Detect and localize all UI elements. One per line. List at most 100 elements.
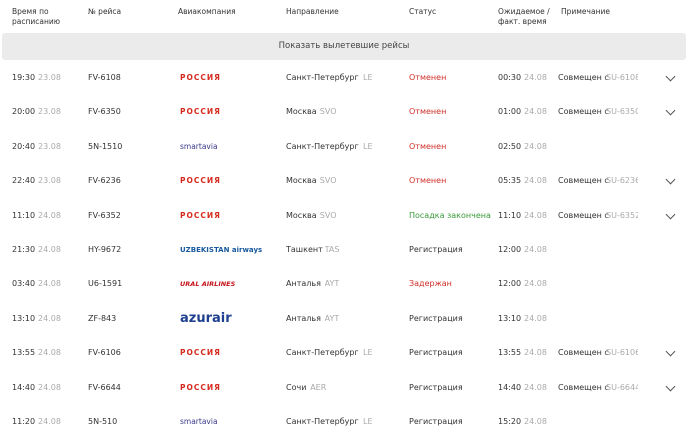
status: Регистрация: [409, 417, 463, 426]
flight-row[interactable]: 11:10 24.08 FV-6352 РОССИЯ Москва SVO Посадка …: [0, 199, 688, 233]
scheduled-date: 23.08: [38, 107, 61, 117]
flight-number: FV-6352: [88, 210, 121, 220]
expected-date: 24.08: [524, 279, 547, 289]
status: Задержан: [409, 279, 452, 289]
airline-logo: URAL AIRLINES: [180, 280, 236, 289]
status: Отменен: [409, 107, 447, 117]
flight-row[interactable]: 19:30 23.08 FV-6108 РОССИЯ Санкт-Петербург LE…: [0, 61, 688, 95]
flight-number: FV-6350: [88, 107, 121, 117]
note-flight: SU-6644: [606, 382, 638, 392]
status: Регистрация: [409, 313, 463, 323]
airport-code: AYT: [324, 313, 340, 323]
expected-time: 12:00: [498, 245, 522, 254]
airport-code: LED: [363, 417, 373, 426]
flight-row[interactable]: 13:10 24.08 ZF-843 azurair Анталья AYT Регистр…: [0, 302, 688, 336]
scheduled-time: 03:40: [12, 279, 36, 289]
destination-city: Санкт-Петербург: [286, 348, 359, 358]
scheduled-time: 21:30: [12, 245, 36, 254]
airline-logo: РОССИЯ: [180, 73, 221, 82]
scheduled-date: 24.08: [38, 417, 61, 426]
airport-code: LED: [363, 73, 373, 82]
airline-logo: azurair: [180, 310, 232, 326]
expand-chevron[interactable]: [665, 209, 676, 220]
airline-logo: UZBEKISTAN airways: [180, 246, 263, 254]
destination-city: Москва: [286, 176, 317, 186]
flight-number: ZF-843: [88, 313, 117, 323]
expand-chevron[interactable]: [665, 381, 676, 392]
expected-date: 24.08: [524, 107, 547, 117]
airport-code: LED: [363, 141, 373, 151]
expected-date: 24.08: [524, 73, 547, 82]
expand-chevron[interactable]: [665, 174, 676, 185]
airline-logo: РОССИЯ: [180, 382, 221, 392]
scheduled-time: 14:40: [12, 382, 36, 392]
airline-logo: smartavia: [180, 141, 218, 151]
airport-code: SVO: [319, 107, 337, 117]
flight-row[interactable]: 03:40 24.08 U6-1591 URAL AIRLINES Анталья AYT…: [0, 267, 688, 301]
scheduled-time: 22:40: [12, 176, 36, 186]
note-flight: SU-6106: [606, 348, 638, 358]
flight-number: FV-6644: [88, 382, 121, 392]
scheduled-date: 23.08: [38, 176, 61, 186]
expected-date: 24.08: [524, 313, 547, 323]
destination-city: Санкт-Петербург: [286, 417, 359, 426]
status: Регистрация: [409, 245, 463, 254]
flight-number: 5N-1510: [88, 141, 123, 151]
flight-row[interactable]: 13:55 24.08 FV-6106 РОССИЯ Санкт-Петербург LE…: [0, 336, 688, 370]
show-departed-button[interactable]: Показать вылетевшие рейсы: [2, 33, 686, 60]
destination-city: Санкт-Петербург: [286, 141, 359, 151]
scheduled-date: 24.08: [38, 382, 61, 392]
flight-number: FV-6108: [88, 73, 121, 82]
status: Регистрация: [409, 348, 463, 358]
scheduled-time: 11:20: [12, 417, 36, 426]
scheduled-date: 24.08: [38, 348, 61, 358]
header-expected: Ожидаемое / факт. время: [498, 7, 550, 26]
note: Совмещен с: [558, 348, 609, 358]
flight-row[interactable]: 20:40 23.08 5N-1510 smartavia Санкт-Петербур…: [0, 130, 688, 164]
note-flight: SU-6352: [606, 210, 638, 220]
scheduled-date: 24.08: [38, 279, 61, 289]
header-direction: Направление: [286, 7, 339, 16]
flight-row[interactable]: 22:40 23.08 FV-6236 РОССИЯ Москва SVO Отменен 0…: [0, 164, 688, 198]
airline-logo: smartavia: [180, 417, 218, 426]
scheduled-date: 23.08: [38, 141, 61, 151]
expected-time: 02:50: [498, 141, 522, 151]
airline-logo: РОССИЯ: [180, 348, 221, 358]
expected-time: 14:40: [498, 382, 522, 392]
airport-code: SVO: [319, 210, 337, 220]
destination-city: Анталья: [286, 279, 321, 289]
expand-chevron[interactable]: [665, 346, 676, 357]
note: Совмещен с: [558, 73, 609, 82]
expand-chevron[interactable]: [665, 71, 676, 82]
expected-date: 24.08: [524, 348, 547, 358]
flight-row[interactable]: 14:40 24.08 FV-6644 РОССИЯ Сочи AER Регистраци…: [0, 371, 688, 405]
expected-date: 24.08: [524, 245, 547, 254]
flight-row[interactable]: 20:00 23.08 FV-6350 РОССИЯ Москва SVO Отменен 0…: [0, 95, 688, 129]
destination-city: Москва: [286, 107, 317, 117]
airline-logo: РОССИЯ: [180, 176, 221, 186]
expected-time: 11:10: [498, 210, 522, 220]
flight-number: FV-6236: [88, 176, 121, 186]
destination-city: Анталья: [286, 313, 321, 323]
airline-logo: РОССИЯ: [180, 107, 221, 117]
status: Отменен: [409, 73, 447, 82]
note-flight: SU-6236: [606, 176, 638, 186]
note: Совмещен с: [558, 210, 609, 220]
destination-city: Санкт-Петербург: [286, 73, 359, 82]
expected-time: 01:00: [498, 107, 522, 117]
expected-time: 00:30: [498, 73, 522, 82]
scheduled-date: 23.08: [38, 73, 61, 82]
expected-time: 15:20: [498, 417, 522, 426]
flight-row[interactable]: 11:20 24.08 5N-510 smartavia Санкт-Петербург…: [0, 405, 688, 439]
flight-row[interactable]: 21:30 24.08 HY-9672 UZBEKISTAN airways Ташке…: [0, 233, 688, 267]
flight-number: 5N-510: [88, 417, 118, 426]
expand-chevron[interactable]: [665, 105, 676, 116]
expected-time: 13:55: [498, 348, 522, 358]
scheduled-time: 13:10: [12, 313, 36, 323]
airport-code: AYT: [324, 279, 340, 289]
scheduled-time: 19:30: [12, 73, 36, 82]
airport-code: TAS: [324, 245, 340, 254]
status: Отменен: [409, 141, 447, 151]
expected-date: 24.08: [524, 210, 547, 220]
